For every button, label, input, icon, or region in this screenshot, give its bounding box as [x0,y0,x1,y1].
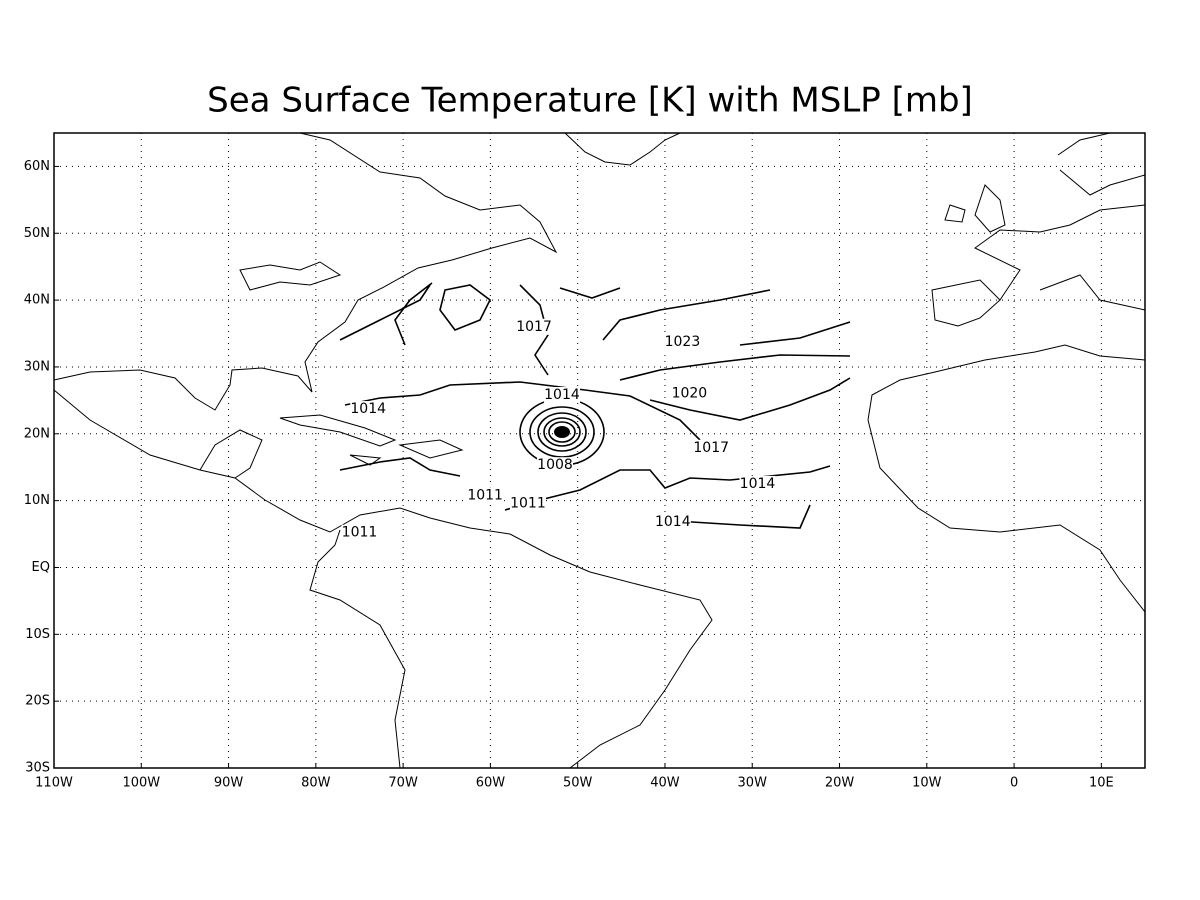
contour-label-bg [739,475,776,492]
contour-label-bg [509,495,546,512]
x-tick-label: 50W [563,776,593,791]
map-frame [53,132,1146,769]
y-tick-label: 50N [24,226,50,241]
contour-label: 1014 [544,387,580,403]
caribbean-islands [279,414,464,466]
contour-label: 1023 [665,334,701,350]
coastlines [53,132,1146,769]
isobar [339,282,549,376]
contour-label-bg [543,387,580,404]
contour-label: 1014 [655,514,691,530]
x-tick-label: 90W [214,776,244,791]
x-tick-label: 40W [650,776,680,791]
contour-label-bg [693,439,730,456]
x-tick-label: 110W [35,776,73,791]
greenland [564,132,681,166]
y-tick-label: 10N [24,493,50,508]
north-america [53,132,558,411]
british-isles [944,184,1006,233]
x-tick-label: 10E [1089,776,1114,791]
contour-label: 1011 [467,487,503,503]
contour-label: 1020 [672,386,708,402]
contour-label-bg [341,524,378,541]
yucatan [199,429,263,479]
map-title: Sea Surface Temperature [K] with MSLP [m… [207,81,973,121]
y-tick-label: 30S [25,761,50,776]
x-tick-label: 0 [1010,776,1018,791]
isobar [559,287,851,421]
central-south-america [53,389,713,769]
contour-label: 1014 [350,401,386,417]
x-tick-label: 70W [388,776,418,791]
y-tick-label: 20S [25,694,50,709]
contour-label-bg [467,487,504,504]
contour-label: 1011 [510,495,546,511]
great-lakes [239,261,342,291]
contour-label-bg [350,401,387,418]
x-tick-label: 60W [476,776,506,791]
x-tick-label: 20W [825,776,855,791]
europe [974,204,1146,311]
y-tick-label: 10S [25,627,50,642]
x-tick-label: 30W [738,776,768,791]
contour-label: 1014 [740,476,776,492]
contour-label-bg [664,334,701,351]
contour-label-bg [516,318,553,335]
iberia [931,279,1001,327]
x-tick-label: 100W [122,776,160,791]
contour-label: 1008 [537,457,573,473]
x-tick-label: 80W [301,776,331,791]
labels: 110W 100W 90W 80W 70W 60W 50W 40W 30W 20W 10W 0 10E 6… [24,159,1114,791]
isobar [339,381,831,529]
contour-label: 1017 [516,319,552,335]
contour-label: 1011 [342,525,378,541]
isobars [339,282,851,529]
x-tick-label: 10W [912,776,942,791]
contour-label: 1017 [693,440,729,456]
contour-label-bg [654,514,691,531]
y-tick-label: 60N [24,159,50,174]
contour-label-bg [671,385,708,402]
y-tick-label: 40N [24,293,50,308]
contour-label-bg [536,457,573,474]
y-tick-label: EQ [32,560,50,575]
y-tick-label: 30N [24,359,50,374]
y-tick-label: 20N [24,426,50,441]
scandinavia [1057,132,1146,196]
africa [867,344,1146,613]
